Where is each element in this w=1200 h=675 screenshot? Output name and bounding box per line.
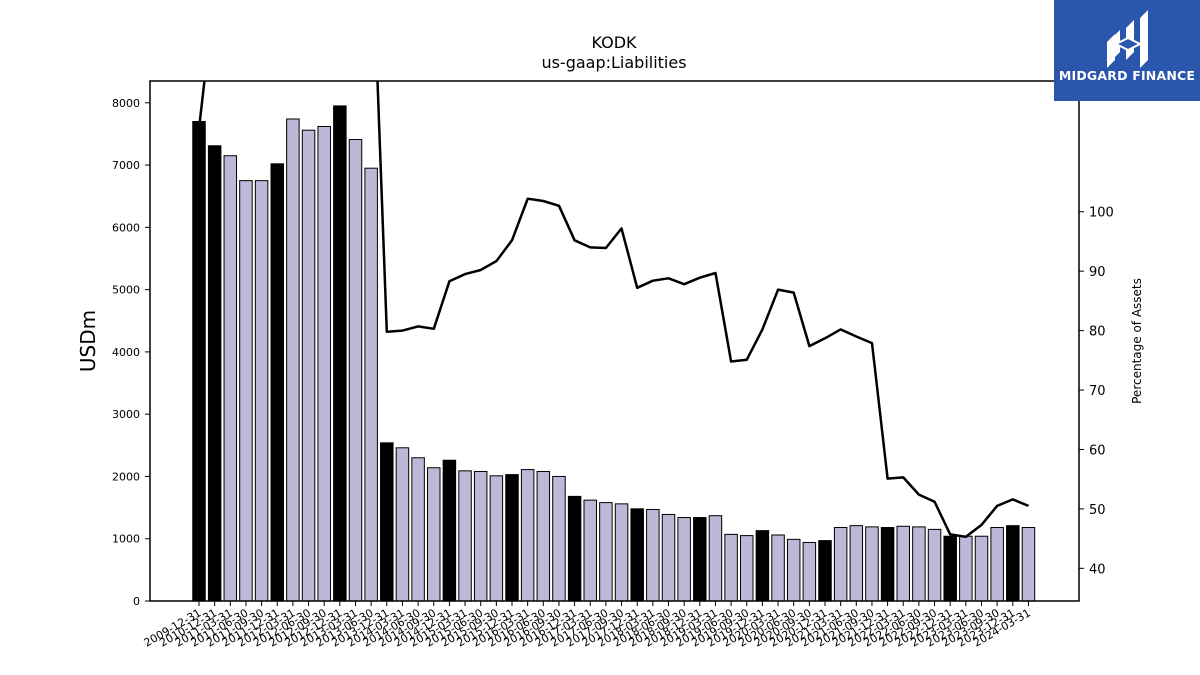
bar-2022-06-30 [912, 526, 926, 602]
y2-tick-label: 90 [1089, 265, 1106, 280]
bar-2023-03-31 [959, 535, 973, 602]
bar-2015-06-30 [473, 470, 488, 602]
y2-axis-label: Percentage of Assets [1130, 278, 1144, 404]
y2-tick-label: 50 [1089, 503, 1106, 518]
bar-2019-09-30 [740, 535, 754, 602]
x-axis: 2009-12-312010-12-312011-03-312011-06-30… [142, 601, 1033, 650]
bar-2020-06-30 [786, 538, 801, 602]
bar-2011-06-30 [239, 180, 253, 602]
bar-2016-03-31 [520, 469, 535, 602]
bar-2011-12-31 [270, 163, 284, 602]
bar-2021-12-31 [880, 527, 895, 602]
bar-2012-06-30 [301, 129, 316, 602]
bar-2014-06-30 [411, 457, 425, 602]
y2-tick-label: 40 [1089, 562, 1106, 577]
y-tick-label: 5000 [112, 284, 140, 297]
bar-2013-06-30 [364, 167, 378, 602]
bar-2023-09-30 [990, 527, 1004, 602]
bar-2021-09-30 [865, 526, 879, 602]
bar-2019-03-31 [708, 515, 723, 602]
y-tick-label: 1000 [112, 533, 140, 546]
y-tick-label: 8000 [112, 97, 140, 110]
bar-2022-12-31 [943, 535, 957, 602]
bar-2010-12-31 [207, 145, 222, 602]
y-tick-label: 4000 [112, 346, 140, 359]
chart-subtitle: us-gaap:Liabilities [541, 53, 686, 72]
bar-2023-12-31 [1006, 525, 1020, 602]
bar-2019-06-30 [724, 533, 738, 602]
bar-2021-03-31 [833, 527, 848, 602]
bar-2013-03-31 [348, 139, 363, 602]
percentage-line [197, 81, 1029, 539]
bar-2013-12-31 [380, 442, 394, 602]
bar-2019-12-31 [755, 530, 770, 602]
y-tick-label: 0 [133, 595, 140, 608]
bar-2018-03-31 [646, 508, 660, 602]
y2-tick-label: 100 [1089, 206, 1114, 221]
y-tick-label: 7000 [112, 159, 140, 172]
bar-2012-09-30 [317, 125, 331, 602]
y-axis-right: 40 50 60 70 80 90 100 [1079, 206, 1114, 577]
bar-2018-06-30 [661, 513, 676, 602]
bar-2022-09-30 [927, 528, 942, 602]
bar-2021-06-30 [849, 525, 864, 602]
y-axis-label: USDm [76, 310, 100, 372]
y-tick-label: 2000 [112, 470, 140, 483]
bar-2020-12-31 [818, 540, 832, 602]
y2-tick-label: 80 [1089, 325, 1106, 340]
y-tick-label: 3000 [112, 408, 140, 421]
bar-2012-03-31 [286, 118, 300, 602]
bar-2016-09-30 [552, 475, 566, 602]
bar-2020-03-31 [771, 534, 785, 602]
bar-2015-12-31 [505, 474, 519, 602]
bar-2017-12-31 [630, 508, 644, 602]
bar-2015-03-31 [458, 470, 472, 602]
logo-text: MIDGARD FINANCE [1058, 68, 1196, 83]
y-tick-label: 6000 [112, 221, 140, 234]
bar-2023-06-30 [974, 535, 989, 602]
bar-2014-09-30 [427, 467, 441, 602]
chart-title: KODK [591, 33, 637, 52]
bar-2020-09-30 [802, 541, 817, 602]
bar-2017-06-30 [599, 502, 613, 602]
plot-frame [149, 80, 1080, 602]
bar-2014-12-31 [442, 459, 457, 602]
bar-2016-06-30 [536, 470, 551, 602]
bar-2018-12-31 [693, 517, 707, 602]
bar-2024-03-31 [1021, 527, 1036, 602]
logo-mark-icon [1107, 10, 1148, 68]
y2-tick-label: 60 [1089, 443, 1106, 458]
bar-2022-03-31 [896, 525, 910, 602]
bar-2015-09-30 [489, 475, 504, 602]
bar-2016-12-31 [567, 495, 582, 602]
bar-2014-03-31 [395, 447, 410, 602]
bar-2018-09-30 [677, 517, 691, 602]
bar-2017-03-31 [583, 499, 597, 602]
y2-tick-label: 70 [1089, 384, 1106, 399]
bar-2009-12-31 [192, 120, 206, 602]
bars-group [192, 105, 1036, 602]
bar-2011-09-30 [254, 180, 269, 602]
bar-2012-12-31 [333, 105, 347, 602]
brand-logo: MIDGARD FINANCE [1054, 0, 1200, 101]
bar-2011-03-31 [223, 155, 238, 602]
y-axis-left: 0 1000 2000 3000 4000 5000 6000 7000 8000 [112, 97, 150, 608]
bar-2017-09-30 [614, 503, 629, 602]
